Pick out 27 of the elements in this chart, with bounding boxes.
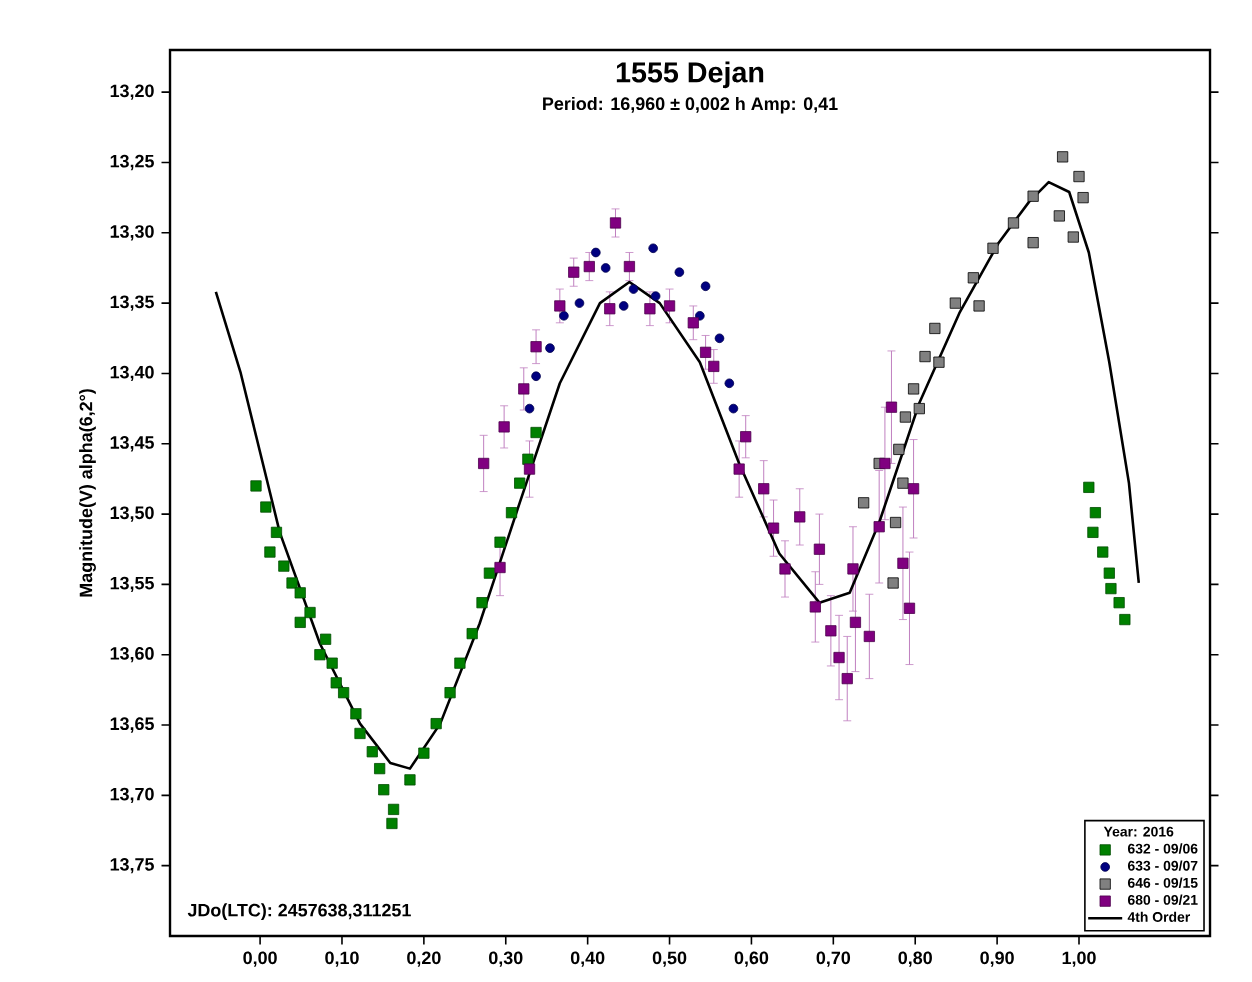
y-tick-label: 13,75 [110, 858, 154, 874]
y-tick-label: 13,45 [110, 436, 154, 452]
y-tick-label: 13,70 [110, 787, 154, 803]
x-tick-label: 0,80 [898, 951, 932, 967]
x-tick-label: 0,90 [980, 951, 1014, 967]
y-tick-label: 13,20 [110, 84, 154, 100]
x-tick-label: 0,10 [325, 951, 359, 967]
x-tick-label: 0,30 [489, 951, 523, 967]
x-tick-label: 0,60 [734, 951, 769, 967]
y-axis-title: Magnitude(V) alpha(6,2°) [79, 389, 96, 597]
y-tick-label: 13,55 [110, 576, 154, 593]
x-tick-label: 1,00 [1062, 951, 1096, 967]
x-tick-label: 0,50 [652, 951, 687, 967]
y-tick-label: 13,40 [110, 365, 154, 382]
y-tick-label: 13,60 [110, 647, 154, 663]
y-tick-label: 13,25 [110, 154, 154, 171]
x-tick-label: 0,00 [243, 951, 277, 967]
y-tick-label: 13,50 [110, 506, 154, 522]
x-tick-label: 0,40 [570, 951, 605, 967]
chart-title: 1555 Dejan [616, 61, 764, 89]
x-tick-label: 0,20 [407, 951, 441, 967]
y-tick-label: 13,30 [110, 225, 154, 241]
x-tick-label: 0,70 [816, 951, 851, 967]
y-tick-label: 13,35 [110, 295, 154, 311]
annotation: JDo(LTC): 2457638,311251 [187, 903, 411, 921]
text: Period: 16,960 ± 0,002 h Amp: 0,41 [543, 96, 838, 114]
y-tick-label: 13,65 [110, 717, 154, 733]
